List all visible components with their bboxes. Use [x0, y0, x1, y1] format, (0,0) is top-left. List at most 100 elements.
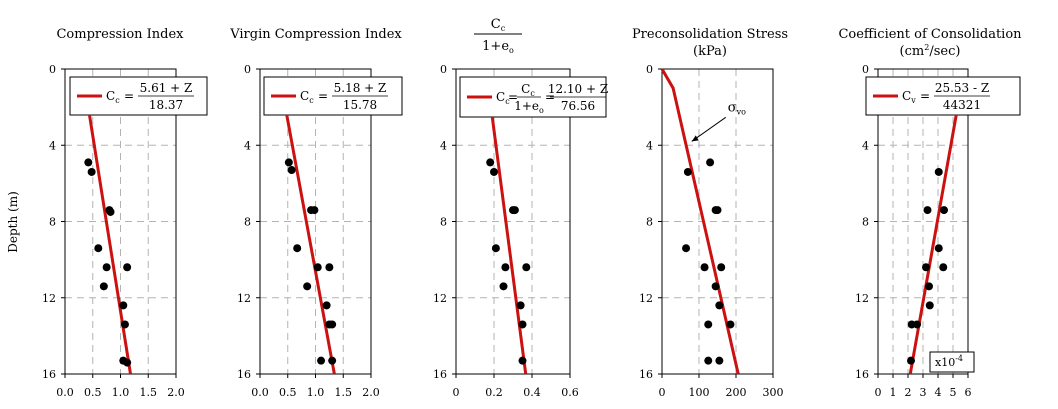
- annotation-arrow: [691, 116, 727, 142]
- panel-2: 0.0 0.5 1.0 1.5 2.0 0 4 8 12 16 Virgin Compression…: [229, 27, 403, 399]
- data-point: [934, 167, 943, 176]
- y-tick-label: 12: [639, 292, 653, 305]
- data-point: [120, 320, 129, 329]
- data-point: [717, 263, 726, 272]
- y-tick-label: 4: [440, 139, 447, 152]
- legend-equals: =: [318, 89, 328, 103]
- y-tick-label: 4: [244, 139, 251, 152]
- x-tick-label: 300: [763, 386, 784, 399]
- y-axis-label: Depth (m): [6, 191, 20, 253]
- x-tick-label: 0: [659, 386, 666, 399]
- legend-numerator: 5.18 + Z: [334, 81, 387, 95]
- data-point: [119, 301, 128, 310]
- data-point: [925, 282, 933, 291]
- data-point: [704, 320, 713, 329]
- y-tick-label: 0: [862, 63, 869, 76]
- x-tick-label: 200: [726, 386, 747, 399]
- x-tick-label: 1.5: [140, 386, 158, 399]
- y-tick-label: 8: [646, 216, 653, 229]
- data-point: [711, 282, 720, 291]
- y-tick-label: 4: [646, 139, 653, 152]
- legend-symbol: Cv: [902, 89, 916, 105]
- x-tick-label: 2.0: [167, 386, 185, 399]
- y-tick-label: 0: [440, 63, 447, 76]
- y-tick-label: 12: [42, 292, 56, 305]
- y-tick-label: 8: [244, 216, 251, 229]
- data-point: [87, 167, 96, 176]
- data-point: [923, 206, 932, 215]
- y-tick-label: 16: [433, 368, 447, 381]
- data-point: [491, 244, 500, 253]
- legend: Cv = 25.53 - Z 44321: [865, 76, 1021, 116]
- panel-subtitle: (cm2/sec): [900, 43, 961, 59]
- y-tick-label: 4: [862, 139, 869, 152]
- x-tick-label: 100: [689, 386, 710, 399]
- x-tick-label: 0.5: [279, 386, 297, 399]
- panel-title: Preconsolidation Stress: [632, 27, 788, 42]
- data-point: [706, 158, 715, 167]
- x-tick-label: 0.5: [84, 386, 102, 399]
- legend-denominator: 15.78: [343, 98, 377, 112]
- legend-symbol: Cc: [300, 89, 314, 105]
- x-tick-label: 2.0: [362, 386, 380, 399]
- data-point: [313, 263, 322, 272]
- x-tick-label: 0.0: [251, 386, 269, 399]
- legend-symbol: Cc: [106, 89, 120, 105]
- data-point: [518, 356, 527, 365]
- y-tick-label: 0: [244, 63, 251, 76]
- data-point: [522, 263, 531, 272]
- data-point: [704, 356, 713, 365]
- data-point: [293, 244, 302, 253]
- legend-numerator: 5.61 + Z: [140, 81, 193, 95]
- y-tick-label: 12: [855, 292, 869, 305]
- legend-fraction-den: 1+eo: [514, 99, 544, 115]
- x-tick-label: 0.6: [561, 386, 579, 399]
- y-tick-label: 16: [855, 368, 869, 381]
- panel-title: Compression Index: [56, 27, 184, 42]
- data-point: [913, 320, 921, 329]
- y-tick-label: 8: [440, 216, 447, 229]
- x-tick-label: 0.2: [485, 386, 503, 399]
- data-point: [518, 320, 527, 329]
- x-tick-label: 1: [890, 386, 897, 399]
- y-tick-label: 8: [862, 216, 869, 229]
- legend: Cc = 5.18 + Z 15.78: [263, 76, 403, 116]
- x-tick-label: 4: [935, 386, 942, 399]
- panel-1: 0.0 0.5 1.0 1.5 2.0 0 4 8 12 16 Compression Index C…: [42, 27, 208, 399]
- x-tick-label: 0.4: [523, 386, 541, 399]
- y-tick-label: 16: [42, 368, 56, 381]
- data-point: [939, 263, 948, 272]
- data-point: [328, 356, 337, 365]
- data-point: [317, 356, 326, 365]
- data-point: [303, 282, 312, 291]
- data-point: [713, 206, 722, 215]
- data-point: [501, 263, 510, 272]
- legend-equals: =: [920, 89, 930, 103]
- y-tick-label: 16: [639, 368, 653, 381]
- legend-equals: =: [124, 89, 134, 103]
- data-point: [84, 158, 93, 167]
- annotation-arrowhead: [691, 135, 699, 142]
- x-tick-label: 0.0: [56, 386, 74, 399]
- data-point: [683, 167, 692, 176]
- data-point: [726, 320, 735, 329]
- data-point: [922, 263, 930, 272]
- panel-title: Cc: [491, 17, 506, 33]
- legend-denominator: 76.56: [561, 99, 595, 113]
- data-point: [486, 158, 495, 167]
- legend-numerator: 25.53 - Z: [935, 81, 989, 95]
- data-point: [907, 356, 915, 365]
- legend: Cc =Cc1+eo=12.10 + Z76.56: [459, 76, 608, 118]
- legend-symbol: Cc: [496, 90, 510, 106]
- x-tick-label: 0: [875, 386, 882, 399]
- data-point: [325, 263, 334, 272]
- data-point: [102, 263, 111, 272]
- x-tick-label: 1.0: [112, 386, 130, 399]
- data-point: [700, 263, 709, 272]
- data-point: [287, 166, 296, 175]
- data-point: [310, 206, 319, 215]
- data-point: [715, 356, 724, 365]
- data-point: [322, 301, 331, 310]
